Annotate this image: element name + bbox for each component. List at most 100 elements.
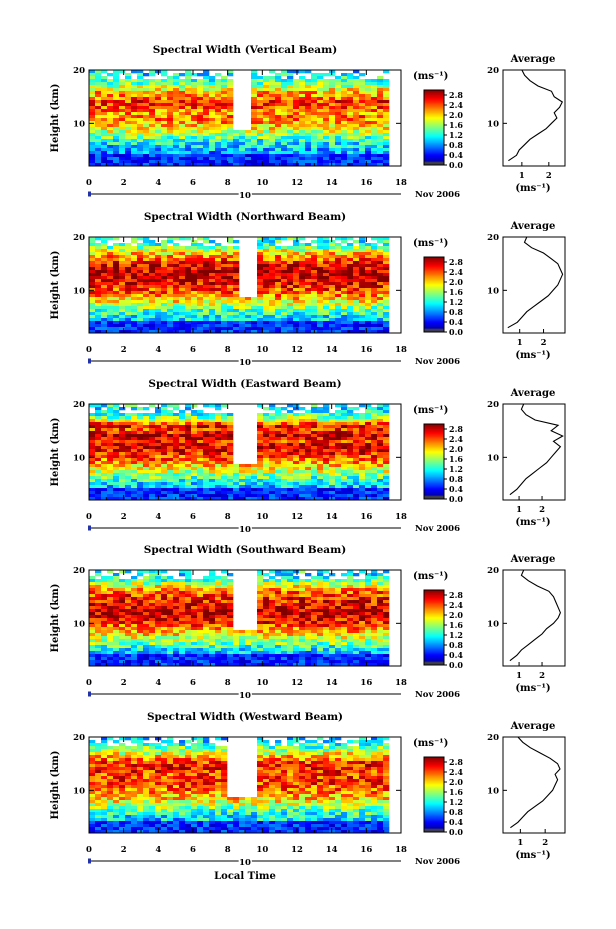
heatmap-cell <box>359 470 366 474</box>
heatmap-cell <box>329 124 336 128</box>
heatmap-cell <box>149 452 156 456</box>
heatmap-cell <box>305 573 312 577</box>
heatmap-cell <box>137 416 144 420</box>
heatmap-cell <box>89 142 96 146</box>
heatmap-cell <box>179 497 186 501</box>
heatmap-cell <box>347 470 354 474</box>
heatmap-cell <box>95 97 102 101</box>
heatmap-cell <box>197 97 204 101</box>
heatmap-cell <box>371 570 378 574</box>
heatmap-cell <box>161 73 168 77</box>
heatmap-cell <box>89 582 96 586</box>
heatmap-cell <box>287 455 294 459</box>
heatmap-cell <box>113 494 120 498</box>
heatmap-cell <box>233 276 240 280</box>
heatmap-cell <box>221 479 228 483</box>
heatmap-cell <box>233 312 240 316</box>
heatmap-cell <box>215 279 222 283</box>
heatmap-cell <box>209 154 216 158</box>
heatmap-cell <box>257 488 264 492</box>
heatmap-cell <box>173 458 180 462</box>
heatmap-cell <box>317 142 324 146</box>
heatmap-cell <box>269 160 276 164</box>
heatmap-cell <box>143 422 150 426</box>
heatmap-cell <box>101 163 108 167</box>
heatmap-cell <box>101 145 108 149</box>
heatmap-cell <box>263 249 270 253</box>
heatmap-cell <box>119 288 126 292</box>
heatmap-cell <box>377 163 384 167</box>
heatmap-cell <box>353 294 360 298</box>
heatmap-cell <box>185 88 192 92</box>
heatmap-cell <box>197 133 204 137</box>
heatmap-cell <box>263 458 270 462</box>
heatmap-cell <box>305 261 312 265</box>
heatmap-cell <box>137 249 144 253</box>
heatmap-cell <box>383 139 390 143</box>
heatmap-cell <box>113 582 120 586</box>
heatmap-cell <box>209 91 216 95</box>
heatmap-cell <box>107 330 114 334</box>
heatmap-cell <box>167 100 174 104</box>
heatmap-cell <box>233 249 240 253</box>
heatmap-cell <box>179 154 186 158</box>
heatmap-cell <box>263 85 270 89</box>
heatmap-cell <box>263 127 270 131</box>
heatmap-cell <box>143 312 150 316</box>
heatmap-cell <box>149 288 156 292</box>
heatmap-cell <box>341 416 348 420</box>
colorbar-tick-label: 0.8 <box>449 140 463 150</box>
heatmap-cell <box>191 461 198 465</box>
heatmap-cell <box>149 249 156 253</box>
heatmap-cell <box>275 130 282 134</box>
heatmap-cell <box>119 82 126 86</box>
heatmap-cell <box>95 404 102 408</box>
heatmap-cell <box>257 428 264 432</box>
colorbar-segment <box>424 320 444 323</box>
heatmap-cell <box>179 312 186 316</box>
heatmap-cell <box>125 163 132 167</box>
heatmap-cell <box>287 151 294 155</box>
heatmap-cell <box>143 449 150 453</box>
heatmap-cell <box>371 291 378 295</box>
heatmap-cell <box>125 422 132 426</box>
heatmap-cell <box>323 115 330 119</box>
heatmap-cell <box>155 324 162 328</box>
heatmap-cell <box>251 494 258 498</box>
heatmap-cell <box>371 312 378 316</box>
heatmap-cell <box>269 85 276 89</box>
heatmap-cell <box>305 127 312 131</box>
heatmap-cell <box>353 133 360 137</box>
heatmap-cell <box>281 443 288 447</box>
heatmap-cell <box>203 240 210 244</box>
heatmap-cell <box>293 576 300 580</box>
panel-title: Spectral Width (Vertical Beam) <box>153 44 337 56</box>
heatmap-cell <box>365 160 372 164</box>
heatmap-cell <box>347 121 354 125</box>
heatmap-cell <box>161 443 168 447</box>
heatmap-cell <box>323 240 330 244</box>
heatmap-cell <box>95 249 102 253</box>
heatmap-cell <box>155 285 162 289</box>
heatmap-cell <box>95 321 102 325</box>
heatmap-cell <box>311 473 318 477</box>
heatmap-cell <box>143 160 150 164</box>
heatmap-cell <box>107 413 114 417</box>
heatmap-cell <box>341 285 348 289</box>
heatmap-cell <box>215 148 222 152</box>
heatmap-cell <box>89 422 96 426</box>
heatmap-cell <box>209 145 216 149</box>
heatmap-cell <box>359 121 366 125</box>
heatmap-cell <box>335 145 342 149</box>
heatmap-cell <box>263 303 270 307</box>
heatmap-cell <box>137 82 144 86</box>
heatmap-cell <box>371 428 378 432</box>
heatmap-cell <box>203 279 210 283</box>
heatmap-cell <box>275 255 282 259</box>
heatmap-cell <box>155 106 162 110</box>
heatmap-cell <box>119 133 126 137</box>
heatmap-cell <box>257 327 264 331</box>
heatmap-cell <box>221 404 228 408</box>
heatmap-cell <box>311 464 318 468</box>
